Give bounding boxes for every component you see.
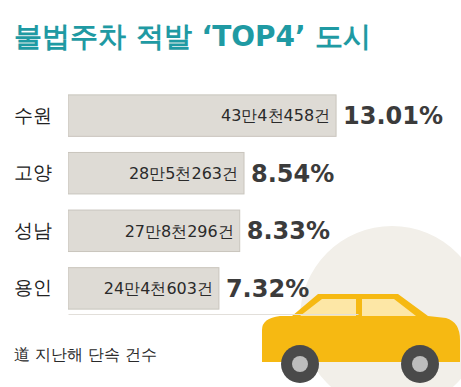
category-label: 고양 (14, 161, 52, 183)
tick: 용인 (14, 276, 68, 298)
value-label: 27만8천296건 (125, 222, 234, 241)
car-hub (412, 356, 428, 372)
car-hub (292, 356, 308, 372)
value-label: 24만4천603건 (104, 279, 213, 298)
category-label: 수원 (14, 104, 52, 126)
deco-circle (300, 226, 461, 387)
category-label: 성남 (14, 219, 52, 241)
axis-line (69, 314, 359, 315)
car-wheel (401, 345, 439, 383)
tick: 고양 (14, 161, 68, 183)
share-label: 13.01% (343, 102, 443, 130)
tick: 성남 (14, 219, 68, 241)
share-label: 8.54% (251, 160, 334, 188)
x-axis (69, 314, 359, 315)
value-label: 43만4천458건 (221, 106, 330, 125)
title: 불법주차 적발 ‘TOP4’ 도시 (14, 20, 371, 53)
car-window (362, 299, 416, 316)
share-label: 7.32% (226, 275, 309, 303)
tick: 수원 (14, 104, 68, 126)
y-axis: 수원고양성남용인 (14, 104, 68, 299)
bar (68, 152, 244, 193)
share-label: 8.33% (247, 217, 330, 245)
footnote: 道 지난해 단속 건수 (14, 345, 157, 364)
decoration (262, 226, 461, 387)
bar (68, 210, 240, 251)
car-wheel (281, 345, 319, 383)
data-labels: 43만4천458건 28만5천263건 27만8천296건 24만4천603건 13.0… (104, 102, 443, 303)
bar (68, 95, 336, 136)
bar (68, 268, 219, 309)
category-label: 용인 (14, 276, 52, 298)
bars (68, 95, 336, 309)
value-label: 28만5천263건 (129, 164, 238, 183)
chart: 불법주차 적발 ‘TOP4’ 도시수원고양성남용인 43만4천458건 28만5천2… (0, 0, 461, 387)
